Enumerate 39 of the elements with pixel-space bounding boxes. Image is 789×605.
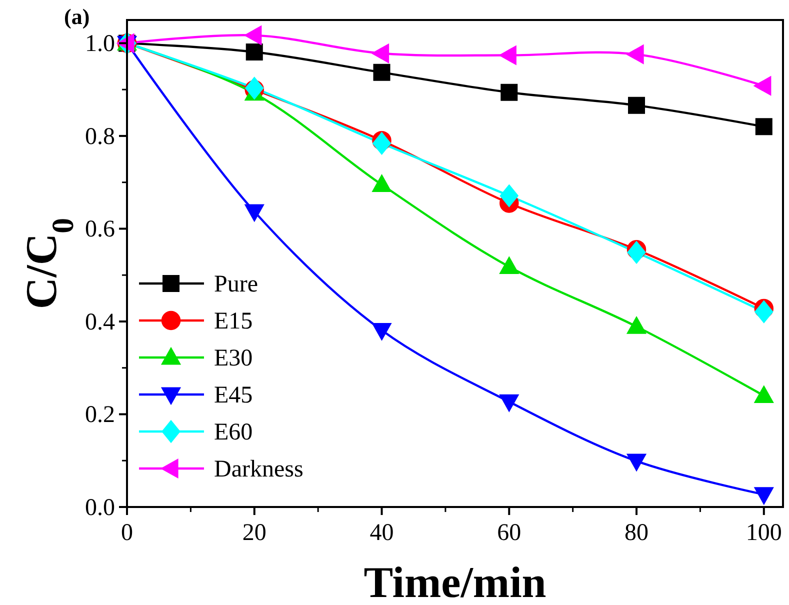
point bbox=[626, 454, 646, 472]
point bbox=[626, 44, 644, 64]
y-tick-label: 0.6 bbox=[85, 216, 115, 243]
x-tick-label: 100 bbox=[746, 520, 782, 546]
legend-label: Darkness bbox=[214, 456, 304, 482]
point bbox=[755, 118, 772, 136]
point bbox=[754, 300, 774, 324]
legend-label: E45 bbox=[214, 382, 253, 408]
point bbox=[373, 64, 390, 81]
point bbox=[499, 46, 516, 65]
x-axis-title: Time/min bbox=[364, 558, 546, 605]
y-tick-label: 0.4 bbox=[85, 309, 115, 336]
text: (a) bbox=[64, 4, 90, 29]
point bbox=[500, 184, 518, 208]
y-tick-label: 0.0 bbox=[85, 495, 115, 521]
y-tick-label: 0.2 bbox=[85, 402, 115, 428]
point bbox=[754, 487, 774, 505]
legend-label: E30 bbox=[214, 346, 253, 372]
legend-label: Pure bbox=[214, 272, 258, 298]
point bbox=[754, 76, 772, 96]
point bbox=[500, 84, 518, 101]
x-tick-label: 20 bbox=[242, 520, 266, 546]
point bbox=[628, 96, 646, 114]
point bbox=[499, 394, 519, 412]
point bbox=[372, 44, 390, 64]
legend-label: E15 bbox=[214, 308, 253, 334]
x-tick-label: 0 bbox=[121, 520, 133, 546]
point bbox=[246, 44, 263, 61]
y-tick-label: 1.0 bbox=[85, 31, 115, 58]
point bbox=[244, 26, 262, 46]
x-tick-label: 60 bbox=[497, 520, 522, 546]
y-tick-label: 0.8 bbox=[85, 124, 115, 150]
legend-label: E60 bbox=[214, 420, 253, 446]
point bbox=[244, 204, 264, 222]
point bbox=[372, 322, 392, 340]
x-tick-label: 80 bbox=[624, 520, 649, 546]
x-tick-label: 40 bbox=[370, 520, 394, 546]
point bbox=[372, 132, 392, 155]
point bbox=[627, 241, 646, 264]
